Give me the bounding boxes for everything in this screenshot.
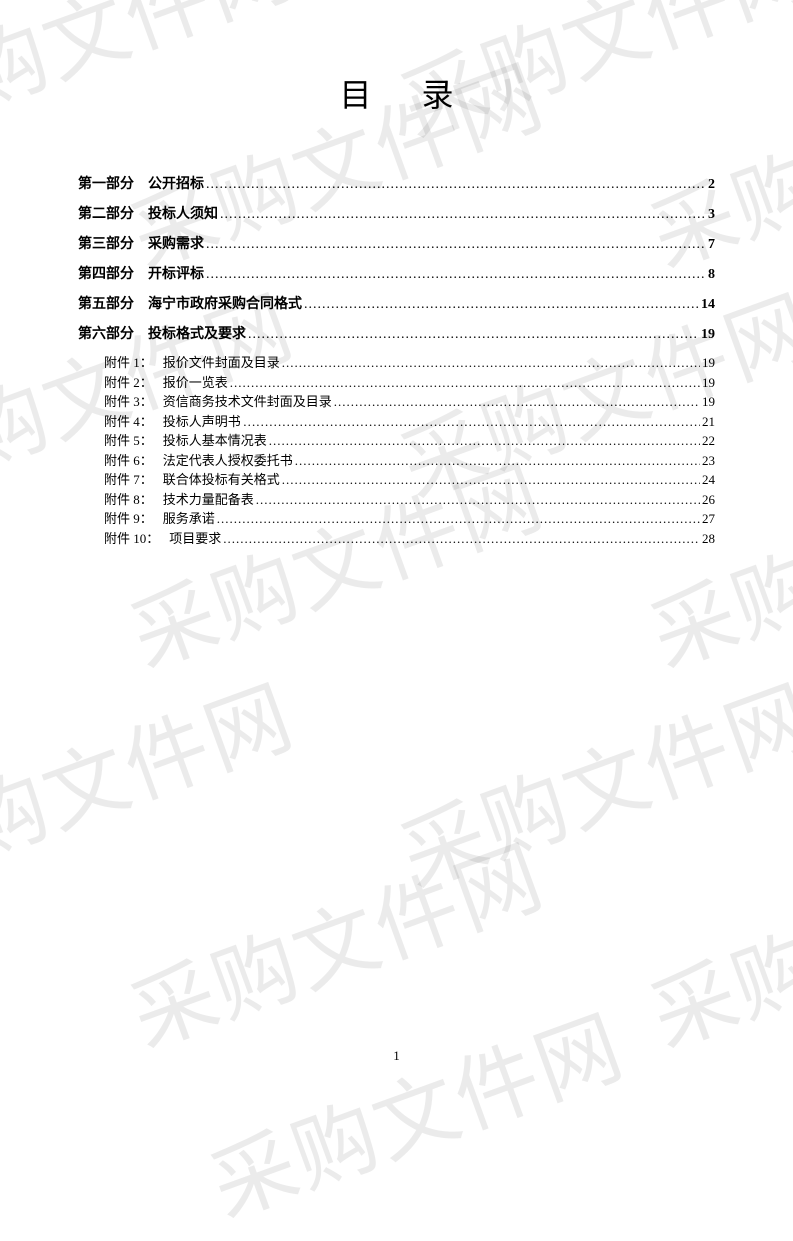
- toc-page-number: 14: [701, 294, 715, 315]
- toc-page-number: 26: [702, 491, 715, 509]
- watermark-text: 采购文件网: [112, 810, 557, 1071]
- toc-sub-label: 投标人基本情况表: [163, 432, 267, 450]
- toc-main-label: 投标格式及要求: [148, 324, 246, 345]
- toc-main-label: 开标评标: [148, 264, 204, 285]
- toc-page-number: 27: [702, 510, 715, 528]
- toc-main-label: 投标人须知: [148, 204, 218, 225]
- watermark-text: 采购文件网: [632, 810, 793, 1071]
- toc-main-row: 第六部分投标格式及要求.............................…: [78, 324, 715, 345]
- toc-sub-label: 投标人声明书: [163, 413, 241, 431]
- toc-leader-dots: ........................................…: [206, 174, 706, 195]
- toc-leader-dots: ……………………………………………………………………………………………………………: [243, 413, 700, 431]
- toc-page-number: 22: [702, 432, 715, 450]
- toc-part-label: 第六部分: [78, 324, 134, 345]
- toc-sub-label: 服务承诺: [163, 510, 215, 528]
- toc-sub-row: 附件 6： 法定代表人授权委托书.........................…: [78, 452, 715, 470]
- toc-sub-prefix: 附件 6：: [104, 452, 153, 470]
- toc-page-number: 23: [702, 452, 715, 470]
- toc-page-number: 3: [708, 204, 715, 225]
- toc-sub-label: 报价文件封面及目录: [163, 354, 280, 372]
- toc-page-number: 7: [708, 234, 715, 255]
- toc-leader-dots: ........................................…: [304, 294, 699, 315]
- toc-sub-prefix: 附件 8：: [104, 491, 153, 509]
- toc-leader-dots: ........................................…: [217, 510, 700, 528]
- toc-main-row: 第五部分海宁市政府采购合同格式.........................…: [78, 294, 715, 315]
- toc-sub-row: 附件 10： 项目要求..............................…: [78, 530, 715, 548]
- toc-sub-label: 项目要求: [169, 530, 221, 548]
- toc-sub-prefix: 附件 7：: [104, 471, 153, 489]
- toc-sub-row: 附件 8： 技术力量配备表............................…: [78, 491, 715, 509]
- toc-part-label: 第四部分: [78, 264, 134, 285]
- watermark-text: 采购文件网: [382, 650, 793, 911]
- toc-leader-dots: ........................................…: [282, 354, 700, 372]
- toc-sub-row: 附件 7： 联合体投标有关格式..........................…: [78, 471, 715, 489]
- toc-page-number: 28: [702, 530, 715, 548]
- toc-sub-row: 附件 3： 资信商务技术文件封面及目录......................…: [78, 393, 715, 411]
- toc-main-label: 采购需求: [148, 234, 204, 255]
- toc-sub-label: 技术力量配备表: [163, 491, 254, 509]
- toc-sub-prefix: 附件 10：: [104, 530, 159, 548]
- toc-page-number: 19: [701, 324, 715, 345]
- toc-main-label: 公开招标: [148, 174, 204, 195]
- page-title: 目录: [78, 70, 715, 116]
- toc-part-label: 第二部分: [78, 204, 134, 225]
- toc-sub-row: 附件 4： 投标人声明书………………………………………………………………………………: [78, 413, 715, 431]
- toc-sub-label: 联合体投标有关格式: [163, 471, 280, 489]
- toc-sub-prefix: 附件 9：: [104, 510, 153, 528]
- toc-leader-dots: ........................................…: [295, 452, 700, 470]
- toc-page-number: 8: [708, 264, 715, 285]
- toc-sub-prefix: 附件 3：: [104, 393, 153, 411]
- toc-leader-dots: ........................................…: [223, 530, 700, 548]
- toc-sub-list: 附件 1： 报价文件封面及目录..........................…: [78, 354, 715, 547]
- toc-sub-row: 附件 1： 报价文件封面及目录..........................…: [78, 354, 715, 372]
- toc-sub-label: 法定代表人授权委托书: [163, 452, 293, 470]
- toc-leader-dots: ........................................…: [206, 234, 706, 255]
- toc-sub-row: 附件 5： 投标人基本情况表...........................…: [78, 432, 715, 450]
- toc-leader-dots: ........................................…: [334, 393, 700, 411]
- toc-sub-prefix: 附件 1：: [104, 354, 153, 372]
- toc-leader-dots: ........................................…: [230, 374, 700, 392]
- page-number: 1: [0, 1048, 793, 1064]
- toc-main-row: 第三部分采购需求................................…: [78, 234, 715, 255]
- toc-leader-dots: ........................................…: [220, 204, 706, 225]
- toc-sub-prefix: 附件 2：: [104, 374, 153, 392]
- toc-main-list: 第一部分公开招标................................…: [78, 174, 715, 345]
- toc-leader-dots: ........................................…: [206, 264, 706, 285]
- toc-sub-prefix: 附件 5：: [104, 432, 153, 450]
- toc-sub-label: 报价一览表: [163, 374, 228, 392]
- toc-page-number: 19: [702, 354, 715, 372]
- toc-main-row: 第二部分投标人须知...............................…: [78, 204, 715, 225]
- toc-main-row: 第四部分开标评标................................…: [78, 264, 715, 285]
- toc-sub-prefix: 附件 4：: [104, 413, 153, 431]
- toc-part-label: 第三部分: [78, 234, 134, 255]
- toc-sub-row: 附件 9： 服务承诺...............................…: [78, 510, 715, 528]
- page-content: 目录 第一部分公开招标.............................…: [0, 0, 793, 547]
- watermark-text: 采购文件网: [0, 650, 308, 911]
- toc-leader-dots: ........................................…: [269, 432, 700, 450]
- toc-page-number: 21: [702, 413, 715, 431]
- toc-page-number: 2: [708, 174, 715, 195]
- toc-leader-dots: ........................................…: [248, 324, 699, 345]
- toc-sub-row: 附件 2： 报价一览表..............................…: [78, 374, 715, 392]
- toc-page-number: 19: [702, 374, 715, 392]
- toc-leader-dots: ........................................…: [282, 471, 700, 489]
- toc-main-row: 第一部分公开招标................................…: [78, 174, 715, 195]
- toc-sub-label: 资信商务技术文件封面及目录: [163, 393, 332, 411]
- toc-page-number: 24: [702, 471, 715, 489]
- toc-main-label: 海宁市政府采购合同格式: [148, 294, 302, 315]
- toc-part-label: 第五部分: [78, 294, 134, 315]
- toc-page-number: 19: [702, 393, 715, 411]
- toc-part-label: 第一部分: [78, 174, 134, 195]
- watermark-text: 采购文件网: [192, 980, 637, 1241]
- toc-leader-dots: ........................................…: [256, 491, 700, 509]
